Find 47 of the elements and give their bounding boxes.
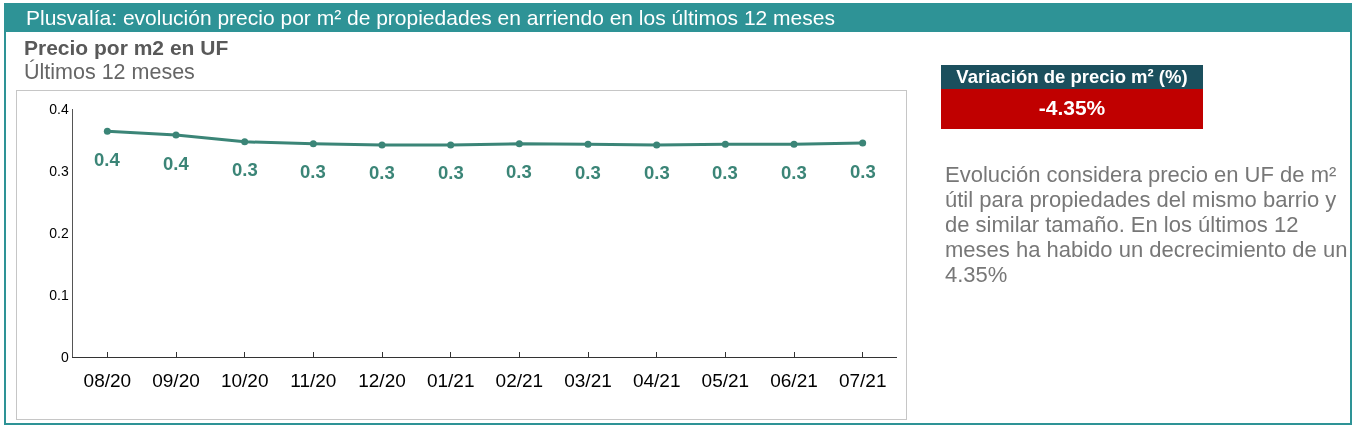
point <box>241 138 249 146</box>
data-label: 0.3 <box>506 161 532 182</box>
data-label: 0.3 <box>369 162 395 183</box>
data-label: 0.3 <box>300 161 326 182</box>
data-label: 0.3 <box>712 162 738 183</box>
x-tick-label: 02/21 <box>495 369 544 391</box>
data-label: 0.3 <box>575 162 601 183</box>
point <box>378 141 386 149</box>
point <box>790 140 798 148</box>
point <box>103 127 111 135</box>
x-tick-label: 10/20 <box>220 369 269 391</box>
x-tick-label: 03/21 <box>564 369 612 391</box>
x-tick-label: 04/21 <box>632 369 681 391</box>
chart-subtitle: Últimos 12 meses <box>24 60 196 85</box>
x-tick-label: 07/21 <box>838 369 887 391</box>
x-tick-label: 05/21 <box>701 369 750 391</box>
y-tick-label: 0.1 <box>49 286 69 303</box>
point <box>859 139 867 147</box>
text: -4.35% <box>941 89 1203 129</box>
text: Evolución considera precio en UF de m² útil para propiedades del mismo barrio y de similar tamaño. En los últimos 12 meses ha habido un decrecimiento de un 4.35% <box>945 162 1349 287</box>
data-label: 0.3 <box>644 162 670 183</box>
x-tick-label: 01/21 <box>426 369 475 391</box>
data-label: 0.3 <box>232 159 258 180</box>
y-tick-label: 0.2 <box>49 224 69 241</box>
point <box>721 140 729 148</box>
data-label: 0.4 <box>163 153 190 174</box>
point <box>515 140 523 148</box>
x-tick-label: 11/20 <box>290 369 337 391</box>
x-tick-label: 08/20 <box>83 369 132 391</box>
chart-title: Precio por m2 en UF <box>24 36 230 59</box>
point <box>447 141 455 149</box>
point <box>309 140 317 148</box>
point <box>172 131 180 139</box>
data-label: 0.3 <box>781 162 807 183</box>
y-tick-label: 0 <box>60 348 69 365</box>
data-label: 0.3 <box>438 162 464 183</box>
x-tick-label: 09/20 <box>152 369 200 391</box>
text: Plusvalía: evolución precio por m² de propiedades en arriendo en los últimos 12 meses <box>4 3 1352 32</box>
y-tick-label: 0.4 <box>49 100 69 117</box>
x-tick-label: 06/21 <box>770 369 818 391</box>
y-tick-label: 0.3 <box>49 162 69 179</box>
data-label: 0.3 <box>850 161 876 182</box>
point <box>584 140 592 148</box>
point <box>653 141 661 149</box>
x-tick-label: 12/20 <box>358 369 406 391</box>
data-label: 0.4 <box>94 149 121 170</box>
text: Variación de precio m² (%) <box>941 65 1203 89</box>
